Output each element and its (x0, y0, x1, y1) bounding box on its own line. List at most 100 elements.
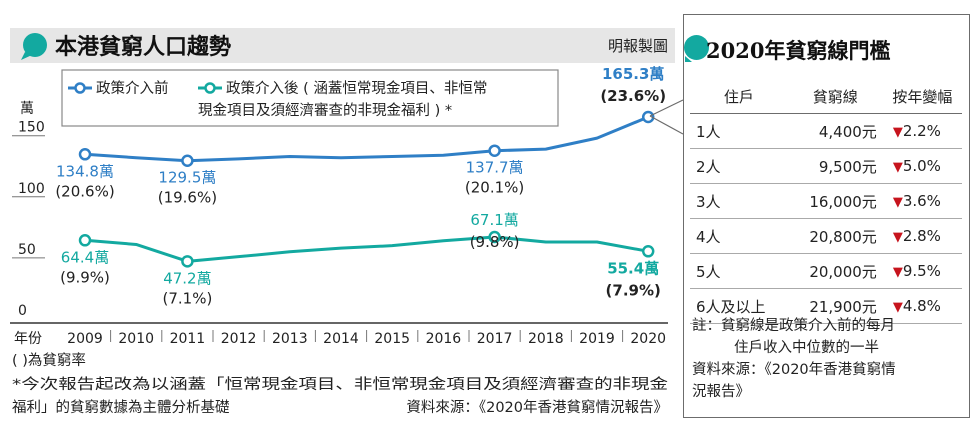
data-point-marker (78, 234, 92, 247)
source-line-2: 況報告》 (692, 384, 750, 400)
x-axis-title: 年份 (14, 331, 42, 347)
annotation-rate: (20.6%) (55, 182, 114, 200)
poverty-line-value: 16,000元 (787, 183, 883, 219)
yoy-change-value: 3.6% (902, 192, 941, 210)
down-triangle-icon: ▼ (892, 300, 903, 315)
series-line-before (84, 115, 649, 163)
note-line-1: 註：貧窮線是政策介入前的每月 (692, 318, 895, 334)
household-size: 6人及以上 (690, 288, 788, 324)
y-axis-unit: 萬 (20, 101, 34, 117)
source-line-1: 資料來源：《2020年香港貧窮情 (692, 362, 896, 378)
x-tick-label: 2013 (272, 331, 308, 347)
annotation-rate: (19.6%) (158, 189, 217, 207)
poverty-line-value: 20,000元 (787, 253, 883, 289)
x-tick-label: 2014 (323, 331, 359, 347)
poverty-line-value: 21,900元 (787, 288, 883, 324)
annotation-value: 134.8萬 (56, 162, 114, 180)
poverty-line-value: 9,500元 (787, 148, 883, 184)
table-row: 2人 9,500元 ▼5.0% (690, 148, 962, 184)
annotation-rate: (9.8%) (470, 233, 520, 251)
household-size: 4人 (690, 218, 788, 254)
yoy-change-value: 4.8% (902, 297, 941, 315)
chart-title: 本港貧窮人口趨勢 (55, 34, 231, 60)
data-point-marker (181, 255, 194, 268)
y-tick-label: 150 (18, 120, 45, 136)
footnote-basis-1: *今次報告起改為以涵蓋「恒常現金項目、非恒常現金項目及須經濟審查的非現金 (12, 376, 669, 393)
household-size: 2人 (690, 148, 788, 184)
data-point-marker (181, 154, 194, 167)
title-bar (10, 28, 675, 63)
chart-source: 資料來源：《2020年香港貧窮情況報告》 (406, 399, 668, 416)
annotation-value: 137.7萬 (466, 159, 524, 177)
poverty-line-table: 住戶 貧窮線 按年變幅 1人 4,400元 ▼2.2% 2人 9,500元 ▼5.0% 3人… (690, 79, 962, 324)
data-point-marker (78, 148, 92, 161)
table-row: 4人 20,800元 ▼2.8% (690, 218, 962, 254)
annotation-rate: (7.1%) (162, 289, 212, 307)
data-point-marker (488, 230, 501, 244)
header-poverty-line: 貧窮線 (787, 79, 883, 114)
legend-label-after-2: 現金項目及須經濟審查的非現金福利 ) * (198, 102, 452, 119)
annotation-value: 64.4萬 (61, 248, 109, 266)
down-triangle-icon: ▼ (892, 160, 903, 175)
annotation-value: 129.5萬 (158, 169, 216, 187)
legend-marker-before (74, 82, 86, 94)
yoy-change-value: 9.5% (902, 262, 941, 280)
speech-bubble-tail (21, 52, 32, 60)
table-row: 1人 4,400元 ▼2.2% (690, 113, 962, 149)
header-yoy-change: 按年變幅 (882, 79, 962, 114)
household-size: 1人 (690, 113, 788, 149)
poverty-line-panel: 2020年貧窮線門檻 住戶 貧窮線 按年變幅 1人 4,400元 ▼2.2% 2人 9,… (683, 14, 970, 418)
y-tick-label: 50 (18, 242, 36, 258)
footnote-rate: ( )為貧窮率 (12, 352, 86, 369)
legend-label-after-1: 政策介入後 ( 涵蓋恒常現金項目、非恒常 (226, 80, 487, 97)
x-tick-label: 2015 (374, 331, 410, 347)
annotation-value: 165.3萬 (602, 65, 664, 83)
x-tick-label: 2017 (477, 331, 513, 347)
yoy-change: ▼2.2% (882, 113, 962, 149)
note-line-2: 住戶收入中位數的一半 (734, 340, 879, 356)
x-tick-label: 2012 (221, 331, 257, 347)
annotation-rate: (23.6%) (600, 87, 666, 105)
yoy-change-value: 2.2% (902, 122, 941, 140)
yoy-change: ▼4.8% (882, 288, 962, 324)
down-triangle-icon: ▼ (892, 265, 903, 280)
yoy-change-value: 5.0% (902, 157, 941, 175)
table-row: 3人 16,000元 ▼3.6% (690, 183, 962, 219)
yoy-change: ▼5.0% (882, 148, 962, 184)
panel-title: 2020年貧窮線門檻 (706, 38, 891, 63)
data-point-marker (488, 144, 501, 157)
speech-bubble-icon (684, 35, 709, 62)
x-tick-label: 2018 (528, 331, 564, 347)
down-triangle-icon: ▼ (892, 230, 903, 245)
yoy-change-value: 2.8% (902, 227, 941, 245)
y-tick-label: 0 (18, 303, 27, 319)
legend-label-before: 政策介入前 (96, 80, 169, 97)
panel-leader-line (649, 99, 683, 135)
household-size: 5人 (690, 253, 788, 289)
down-triangle-icon: ▼ (892, 195, 903, 210)
annotation-value: 55.4萬 (607, 259, 659, 277)
yoy-change: ▼2.8% (882, 218, 962, 254)
yoy-change: ▼3.6% (882, 183, 962, 219)
x-tick-label: 2016 (426, 331, 462, 347)
annotation-rate: (20.1%) (465, 179, 524, 197)
header-household: 住戶 (690, 79, 788, 114)
household-size: 3人 (690, 183, 788, 219)
x-tick-label: 2010 (118, 331, 154, 347)
x-tick-label: 2019 (579, 331, 615, 347)
annotation-value: 47.2萬 (163, 269, 211, 287)
table-header-row: 住戶 貧窮線 按年變幅 (690, 79, 962, 114)
y-tick-label: 100 (18, 181, 45, 197)
data-point-marker (641, 245, 655, 258)
table-row: 6人及以上 21,900元 ▼4.8% (690, 288, 962, 324)
credit-label: 明報製圖 (608, 37, 668, 55)
legend-box (61, 69, 559, 127)
annotation-rate: (7.9%) (606, 281, 661, 299)
poverty-line-value: 20,800元 (787, 218, 883, 254)
poverty-line-value: 4,400元 (787, 113, 883, 149)
yoy-change: ▼9.5% (882, 253, 962, 289)
table-row: 5人 20,000元 ▼9.5% (690, 253, 962, 289)
legend-marker-after (204, 82, 216, 94)
speech-bubble-icon (23, 33, 47, 57)
data-point-marker (641, 110, 655, 124)
